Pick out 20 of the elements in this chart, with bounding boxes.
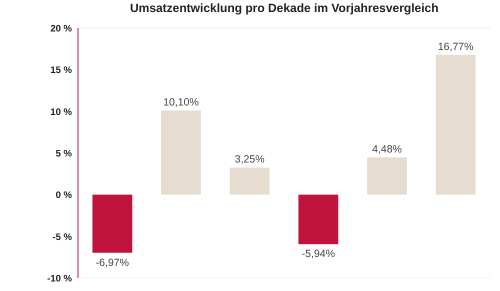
bar xyxy=(92,194,132,253)
y-tick-label: 0 % xyxy=(56,190,73,202)
bar xyxy=(367,157,407,195)
data-label: -5,94% xyxy=(302,248,335,260)
data-label: 3,25% xyxy=(234,154,265,166)
chart-title: Umsatzentwicklung pro Dekade im Vorjahresvergleich xyxy=(130,1,439,15)
data-label: 16,77% xyxy=(438,40,474,53)
data-label: -6,97% xyxy=(96,256,129,269)
y-tick-label: -10 % xyxy=(47,274,73,284)
data-label: 4,48% xyxy=(372,143,402,156)
bar xyxy=(436,54,476,195)
bar xyxy=(230,168,270,195)
y-tick-label: 10 % xyxy=(50,106,73,118)
bar xyxy=(298,194,338,244)
bar xyxy=(161,110,201,195)
y-tick-label: -5 % xyxy=(52,232,73,243)
y-tick-label: 15 % xyxy=(50,65,73,76)
data-label: 10,10% xyxy=(163,96,199,108)
y-tick-label: 20 % xyxy=(50,24,73,34)
y-tick-label: 5 % xyxy=(56,148,73,160)
